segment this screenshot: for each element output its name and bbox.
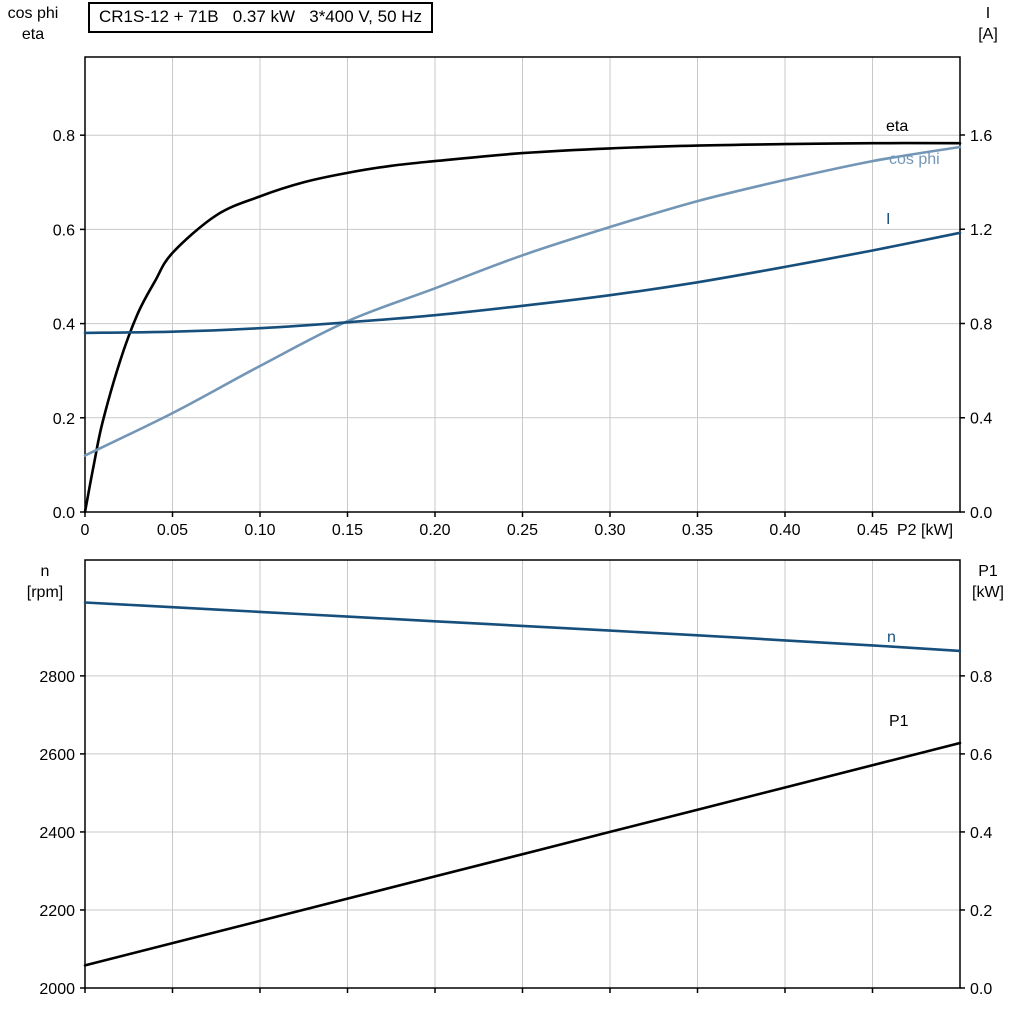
right-axis-tick-label: 0.0 bbox=[970, 981, 992, 998]
left-axis-tick-label: 0.8 bbox=[53, 128, 75, 145]
axis-label-speed: n bbox=[40, 563, 50, 580]
curve-label-eta: eta bbox=[886, 118, 908, 135]
curve-eta bbox=[83, 141, 962, 514]
x-axis-tick-label: 0.45 bbox=[857, 522, 888, 539]
left-axis-tick-label: 2200 bbox=[39, 903, 75, 920]
x-axis-tick-label: 0.05 bbox=[157, 522, 188, 539]
curve-label-n: n bbox=[887, 629, 896, 646]
bottom-chart-right-axis-title: P1 [kW] bbox=[962, 561, 1014, 603]
axis-label-current-unit: [A] bbox=[978, 26, 998, 43]
left-axis-tick-label: 0.4 bbox=[53, 317, 75, 334]
curve-i bbox=[83, 231, 962, 335]
axis-label-eta: eta bbox=[21, 26, 45, 43]
left-axis-tick-label: 0.0 bbox=[53, 505, 75, 522]
curve-cos-phi bbox=[83, 145, 962, 457]
right-axis-tick-label: 0.0 bbox=[970, 505, 992, 522]
right-axis-tick-label: 0.4 bbox=[970, 411, 992, 428]
right-axis-tick-label: 0.6 bbox=[970, 747, 992, 764]
right-axis-tick-label: 0.8 bbox=[970, 316, 992, 333]
curve-label-p1: P1 bbox=[889, 713, 909, 730]
left-axis-tick-label: 2800 bbox=[39, 669, 75, 686]
x-axis-tick-label: 0.10 bbox=[244, 522, 275, 539]
top-chart-right-axis-title: I [A] bbox=[964, 3, 1012, 45]
right-axis-tick-label: 0.2 bbox=[970, 903, 992, 920]
left-axis-tick-label: 0.6 bbox=[53, 222, 75, 239]
left-axis-tick-label: 2000 bbox=[39, 981, 75, 998]
left-axis-tick-label: 2600 bbox=[39, 747, 75, 764]
left-axis-tick-label: 0.2 bbox=[53, 411, 75, 428]
x-axis-tick-label: 0 bbox=[81, 522, 90, 539]
x-axis-tick-label: 0.30 bbox=[594, 522, 625, 539]
axis-label-cos-phi: cos phi bbox=[7, 5, 59, 22]
top-chart-left-axis-title: cos phi eta bbox=[2, 3, 64, 45]
right-axis-tick-label: 0.8 bbox=[970, 669, 992, 686]
chart-title: CR1S-12 + 71B 0.37 kW 3*400 V, 50 Hz bbox=[88, 2, 434, 33]
axis-label-p1-unit: [kW] bbox=[972, 584, 1004, 601]
x-axis-tick-label: 0.15 bbox=[332, 522, 363, 539]
axis-label-current: I bbox=[985, 5, 991, 22]
x-axis-tick-label: 0.25 bbox=[507, 522, 538, 539]
right-axis-tick-label: 0.4 bbox=[970, 825, 992, 842]
curve-n bbox=[83, 601, 962, 653]
bottom-chart-left-axis-title: n [rpm] bbox=[16, 561, 74, 603]
left-axis-tick-label: 2400 bbox=[39, 825, 75, 842]
x-axis-tick-label: 0.20 bbox=[419, 522, 450, 539]
right-axis-tick-label: 1.2 bbox=[970, 222, 992, 239]
right-axis-tick-label: 1.6 bbox=[970, 128, 992, 145]
curve-label-cos-phi: cos phi bbox=[889, 151, 940, 168]
x-axis-title: P2 [kW] bbox=[897, 522, 953, 539]
x-axis-tick-label: 0.35 bbox=[682, 522, 713, 539]
axis-label-p1: P1 bbox=[978, 563, 998, 580]
curve-p1 bbox=[83, 741, 962, 967]
curve-label-i: I bbox=[886, 211, 890, 228]
x-axis-tick-label: 0.40 bbox=[769, 522, 800, 539]
axis-label-speed-unit: [rpm] bbox=[26, 584, 64, 601]
